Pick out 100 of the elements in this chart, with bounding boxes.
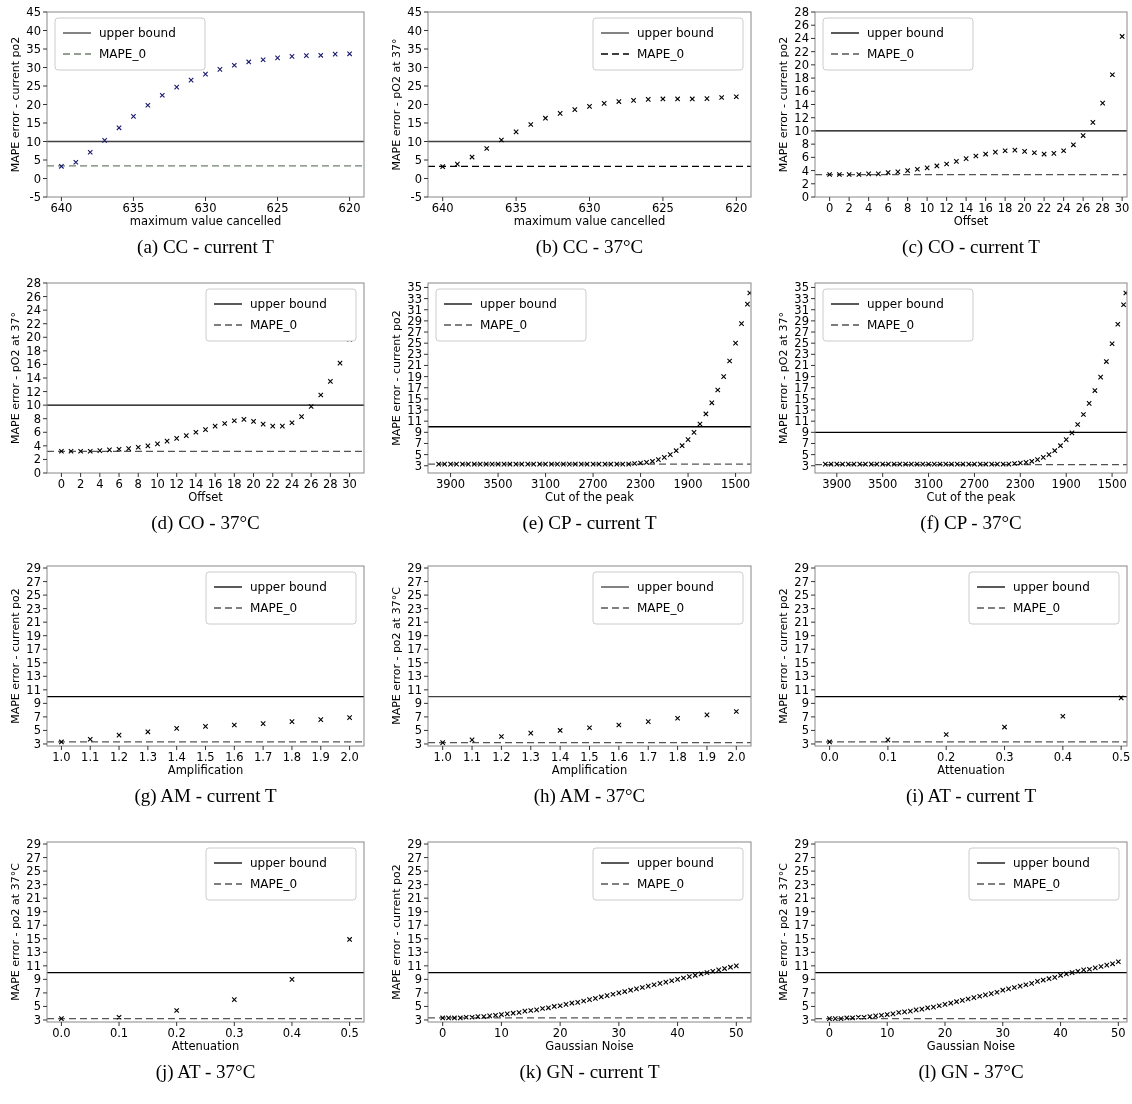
y-tick-label: 15 <box>407 655 422 670</box>
x-tick-label: 14 <box>188 477 204 491</box>
y-tick-label: 28 <box>794 5 809 19</box>
text: (j) AT - 37°C <box>155 1061 256 1083</box>
point <box>601 100 607 107</box>
y-tick-label: 27 <box>794 574 809 589</box>
point <box>826 171 833 178</box>
y-tick-label: 21 <box>794 891 809 906</box>
y-axis-title: MAPE error - current po2 <box>390 310 403 446</box>
y-tick-label: 29 <box>26 837 41 852</box>
y-tick-label: 12 <box>794 110 809 125</box>
point <box>154 441 161 447</box>
x-tick-label: 30 <box>1114 201 1130 215</box>
x-tick-label: 620 <box>338 201 361 215</box>
x-tick-label: 635 <box>122 201 145 215</box>
x-tick-label: 6 <box>115 477 123 491</box>
y-tick-label: 15 <box>26 931 41 946</box>
y-tick-label: 27 <box>407 574 422 589</box>
legend-label: MAPE_0 <box>1013 601 1061 615</box>
y-tick-label: 20 <box>26 330 41 345</box>
x-tick-label: 1.3 <box>521 750 540 764</box>
point <box>193 429 199 436</box>
x-tick-label: 1.0 <box>433 750 452 764</box>
y-tick-label: 21 <box>407 615 422 630</box>
x-axis-title: Gaussian Noise <box>545 1039 634 1053</box>
text: (a) CC - current T <box>137 236 275 258</box>
y-tick-label: 17 <box>794 918 809 933</box>
point <box>231 996 238 1003</box>
point <box>101 137 108 144</box>
point <box>116 125 122 131</box>
x-axis-title: Cut of the peak <box>545 490 635 504</box>
y-tick-label: 13 <box>407 669 422 684</box>
x-tick-label: 2 <box>845 201 853 215</box>
y-tick-label: 7 <box>801 985 809 1000</box>
y-tick-label: 11 <box>26 682 41 697</box>
y-tick-label: 35 <box>26 42 41 56</box>
point <box>217 66 223 73</box>
x-tick-label: 1.0 <box>52 750 71 764</box>
x-tick-label: 3500 <box>868 477 898 491</box>
x-tick-label: 1500 <box>1097 477 1127 491</box>
x-tick-label: 2 <box>76 477 85 491</box>
point <box>289 53 295 60</box>
y-tick-label: 17 <box>26 642 41 657</box>
x-tick-label: 1.9 <box>311 750 330 764</box>
y-tick-label: 9 <box>33 696 41 711</box>
point <box>260 720 266 727</box>
legend-label: MAPE_0 <box>250 601 298 615</box>
y-tick-label: 26 <box>794 18 809 33</box>
y-tick-label: 29 <box>794 561 809 576</box>
x-tick-label: 10 <box>879 1026 895 1040</box>
point <box>454 161 461 167</box>
x-axis-title: Gaussian Noise <box>926 1039 1016 1053</box>
point <box>572 106 578 113</box>
y-tick-label: 25 <box>794 588 809 603</box>
text: (i) AT - current T <box>905 785 1037 807</box>
point <box>1057 442 1064 449</box>
point <box>58 163 65 170</box>
x-tick-label: 0.5 <box>1112 750 1131 764</box>
point <box>704 712 710 718</box>
x-tick-label: 1.3 <box>138 750 158 764</box>
point <box>943 161 950 167</box>
y-tick-label: 27 <box>26 850 41 865</box>
point <box>68 448 74 455</box>
point <box>1090 119 1096 126</box>
y-tick-label: 27 <box>407 850 422 865</box>
point <box>645 96 651 103</box>
text: (c) CO - current T <box>902 236 1041 258</box>
y-tick-label: 22 <box>26 316 41 331</box>
y-tick-label: 5 <box>33 999 41 1014</box>
y-axis-title: MAPE error - current po2 <box>9 36 22 173</box>
y-tick-label: 29 <box>794 837 809 852</box>
x-tick-label: 1.2 <box>109 750 129 764</box>
x-tick-label: 1.4 <box>550 750 570 764</box>
y-tick-label: 13 <box>26 669 41 684</box>
y-tick-label: 2 <box>33 452 41 467</box>
x-tick-label: 640 <box>431 201 454 215</box>
point <box>1063 436 1069 443</box>
x-tick-label: 30 <box>995 1026 1011 1040</box>
y-tick-label: 5 <box>414 153 422 167</box>
x-tick-label: 3900 <box>822 477 852 491</box>
text: (b) CC - 37°C <box>535 236 644 258</box>
point <box>260 56 266 63</box>
y-tick-label: -5 <box>29 190 41 204</box>
x-tick-label: 1.1 <box>81 750 100 764</box>
point <box>303 52 310 59</box>
legend-label: MAPE_0 <box>637 47 685 61</box>
y-tick-label: 11 <box>407 682 422 697</box>
y-tick-label: 15 <box>26 116 41 130</box>
x-tick-label: 24 <box>1056 201 1071 215</box>
point <box>298 413 305 420</box>
point <box>145 102 151 108</box>
point <box>689 96 696 102</box>
x-tick-label: 1.5 <box>196 750 215 764</box>
y-tick-label: 15 <box>26 655 41 670</box>
y-axis-title: MAPE error - current po2 <box>777 36 790 173</box>
point <box>1060 148 1067 154</box>
y-axis-title: MAPE error - current po2 <box>777 588 790 724</box>
x-tick-label: 0.3 <box>995 750 1014 764</box>
x-axis-title: Attenuation <box>171 1039 240 1053</box>
y-tick-label: 0 <box>33 466 41 480</box>
